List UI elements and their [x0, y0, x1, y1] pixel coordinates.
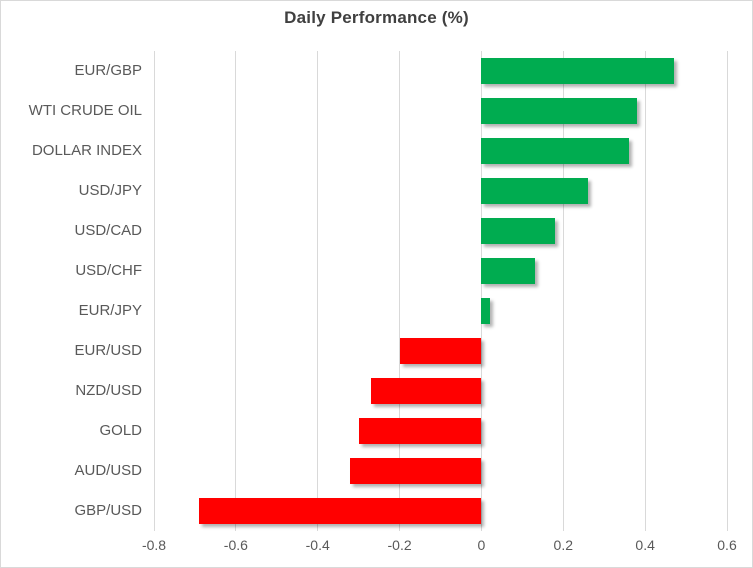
bar-eur-jpy — [481, 298, 490, 324]
bar-usd-jpy — [481, 178, 588, 204]
x-tick-label: 0 — [477, 537, 486, 553]
category-label: DOLLAR INDEX — [31, 142, 142, 159]
bar-gold — [358, 418, 482, 444]
x-tick-label: -0.4 — [305, 537, 330, 553]
chart-title: Daily Performance (%) — [284, 8, 469, 27]
gridline — [644, 51, 646, 531]
category-label: EUR/USD — [74, 342, 142, 359]
gridline — [562, 51, 564, 531]
gridline — [153, 51, 155, 531]
category-label: USD/CAD — [74, 222, 142, 239]
gridline — [317, 51, 319, 531]
x-tick-label: -0.6 — [223, 537, 248, 553]
gridline — [399, 51, 401, 531]
bar-nzd-usd — [370, 378, 482, 404]
bar-usd-chf — [481, 258, 535, 284]
x-tick-label: 0.6 — [717, 537, 737, 553]
category-label: GOLD — [99, 422, 142, 439]
bar-usd-cad — [481, 218, 556, 244]
category-label: EUR/GBP — [74, 62, 142, 79]
bar-aud-usd — [350, 458, 482, 484]
category-label: AUD/USD — [74, 462, 142, 479]
bar-dollar-index — [481, 138, 629, 164]
category-label: GBP/USD — [74, 502, 142, 519]
bar-wti-crude-oil — [481, 98, 637, 124]
x-tick-label: -0.2 — [387, 537, 412, 553]
bar-gbp-usd — [199, 498, 482, 524]
x-tick-label: 0.4 — [635, 537, 655, 553]
bar-eur-gbp — [481, 58, 674, 84]
category-label: NZD/USD — [75, 382, 142, 399]
gridline — [726, 51, 728, 531]
gridline — [235, 51, 237, 531]
gridline — [480, 51, 482, 531]
category-label: WTI CRUDE OIL — [28, 102, 142, 119]
category-label: USD/JPY — [78, 182, 142, 199]
category-label: EUR/JPY — [78, 302, 142, 319]
plot-area — [153, 51, 728, 531]
bar-eur-usd — [399, 338, 482, 364]
x-tick-label: 0.2 — [553, 537, 574, 553]
category-label: USD/CHF — [75, 262, 142, 279]
x-tick-label: -0.8 — [141, 537, 167, 553]
category-axis: EUR/GBP WTI CRUDE OIL DOLLAR INDEX USD/JPY U… — [1, 51, 142, 531]
